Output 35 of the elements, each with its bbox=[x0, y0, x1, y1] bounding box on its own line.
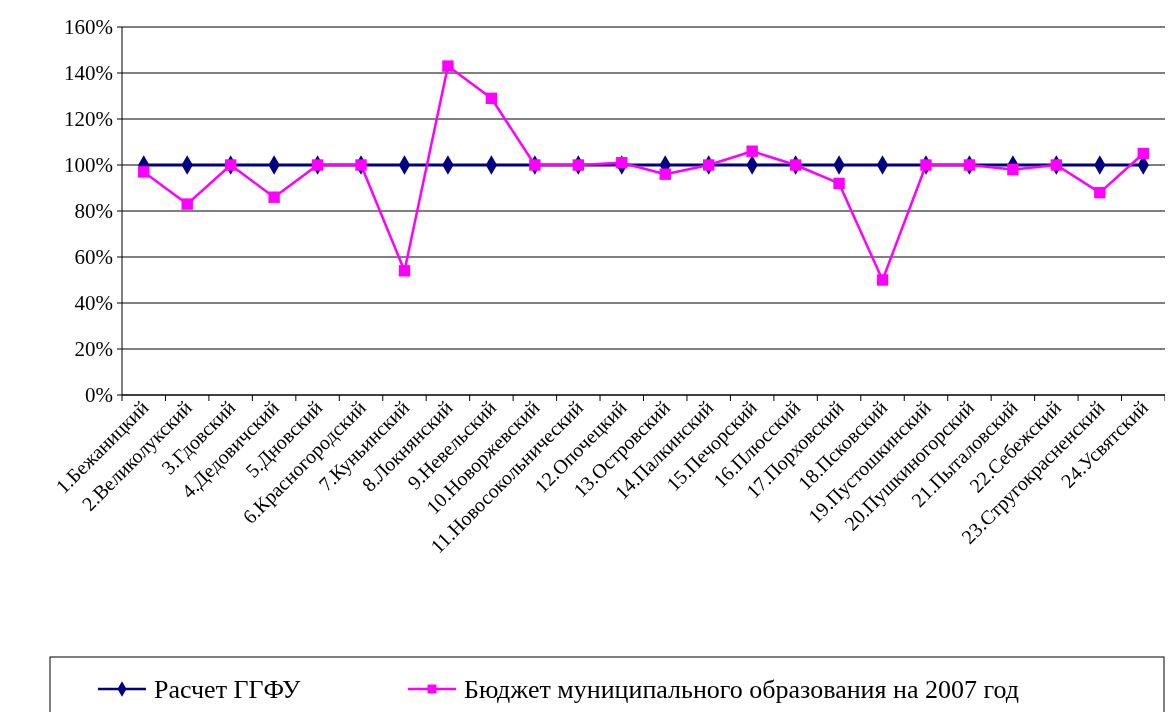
y-tick-label: 40% bbox=[74, 291, 113, 316]
point bbox=[616, 157, 628, 169]
point bbox=[138, 166, 150, 178]
point bbox=[702, 159, 715, 171]
y-tick-label: 120% bbox=[64, 107, 113, 132]
point bbox=[1007, 163, 1019, 176]
point bbox=[529, 159, 541, 171]
y-tick-label: 0% bbox=[85, 383, 113, 408]
y-tick-label: 160% bbox=[64, 15, 113, 40]
legend-label: Бюджет муниципального образования на 2007 год bbox=[464, 675, 1019, 705]
point bbox=[746, 145, 758, 157]
point bbox=[833, 177, 845, 190]
point bbox=[398, 265, 411, 277]
point bbox=[920, 159, 932, 171]
y-tick-label: 100% bbox=[64, 153, 113, 178]
point bbox=[789, 159, 802, 171]
point bbox=[355, 159, 367, 171]
legend-label: Расчет ГГФУ bbox=[154, 675, 302, 705]
point bbox=[963, 159, 976, 171]
point bbox=[181, 198, 193, 210]
point bbox=[659, 168, 671, 180]
y-tick-label: 80% bbox=[74, 199, 113, 224]
point bbox=[224, 159, 237, 171]
point bbox=[485, 92, 498, 104]
y-tick-label: 60% bbox=[74, 245, 113, 270]
y-tick-label: 140% bbox=[64, 61, 113, 86]
point bbox=[1050, 159, 1063, 171]
point bbox=[442, 60, 454, 72]
point bbox=[1137, 147, 1149, 160]
point bbox=[876, 274, 889, 286]
point bbox=[572, 159, 585, 171]
point bbox=[268, 191, 280, 203]
y-tick-label: 20% bbox=[74, 337, 113, 362]
point bbox=[311, 159, 324, 171]
point bbox=[1094, 186, 1106, 199]
